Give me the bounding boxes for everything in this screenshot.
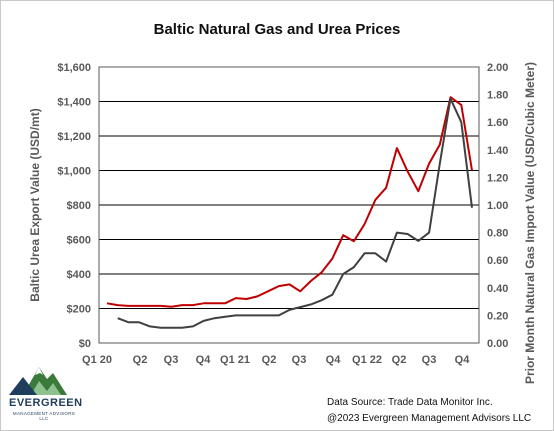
y-right-tick-label: 0.40 [487,283,508,295]
y-left-tick-label: $600 [67,235,91,247]
x-tick-label: Q4 [326,354,342,366]
y-right-tick-label: 1.80 [487,90,508,102]
x-tick-label: Q2 [392,354,407,366]
gridlines [99,101,479,309]
x-tick-label: Q4 [455,354,471,366]
evergreen-logo: EVERGREEN MANAGEMENT ADVISORS LLC [9,363,83,427]
y-left-tick-label: $0 [79,338,91,350]
y-left-tick-label: $200 [67,304,91,316]
source-line-1: Data Source: Trade Data Monitor Inc. [327,397,493,408]
y-right-tick-label: 1.40 [487,145,508,157]
y-right-tick-label: 2.00 [487,62,508,74]
y-left-tick-label: $1,600 [57,62,91,74]
y-right-tick-label: 1.20 [487,172,508,184]
mountain-logo-icon [9,367,67,395]
series-lines [106,96,473,329]
chart-title: Baltic Natural Gas and Urea Prices [153,21,401,38]
y-axis-left-label: Baltic Urea Export Value (USD/mt) [28,108,42,301]
y-axis-right-ticks: 0.00 0.20 0.40 0.60 0.80 1.00 1.20 1.40 1.60 1.80… [487,62,508,350]
x-tick-label: Q1 20 [82,354,112,366]
y-right-tick-label: 0.20 [487,310,508,322]
urea-price-line [106,96,473,308]
y-axis-right-label: Prior Month Natural Gas Import Value (US… [523,62,537,384]
source-line-2: @2023 Evergreen Management Advisors LLC [327,413,532,424]
y-right-tick-label: 0.80 [487,228,508,240]
y-left-tick-label: $400 [67,269,91,281]
x-tick-label: Q2 [262,354,277,366]
x-tick-label: Q3 [164,354,179,366]
y-right-tick-label: 0.00 [487,338,508,350]
data-source: Data Source: Trade Data Monitor Inc. @20… [327,395,531,427]
x-tick-label: Q1 21 [220,354,250,366]
x-tick-label: Q3 [422,354,437,366]
y-right-tick-label: 0.60 [487,255,508,267]
y-left-tick-label: $1,000 [57,166,91,178]
y-axis-left-ticks: $0 $200 $400 $600 $800 $1,000 $1,200 $1,400 $1,6… [57,62,91,350]
plot-border [98,66,480,344]
y-left-tick-label: $1,400 [57,97,91,109]
x-tick-label: Q3 [292,354,307,366]
logo-name: EVERGREEN [9,397,83,409]
x-tick-label: Q2 [133,354,148,366]
x-axis-ticks: Q1 20 Q2 Q3 Q4 Q1 21 Q2 Q3 Q4 Q1 22 Q2 Q3 Q4 [82,354,470,366]
logo-subtitle: MANAGEMENT ADVISORS LLC [12,411,76,421]
natural-gas-price-line [117,97,473,329]
x-tick-label: Q4 [196,354,212,366]
x-tick-label: Q1 22 [352,354,382,366]
y-right-tick-label: 1.60 [487,117,508,129]
y-left-tick-label: $800 [67,200,91,212]
y-right-tick-label: 1.00 [487,200,508,212]
y-left-tick-label: $1,200 [57,131,91,143]
